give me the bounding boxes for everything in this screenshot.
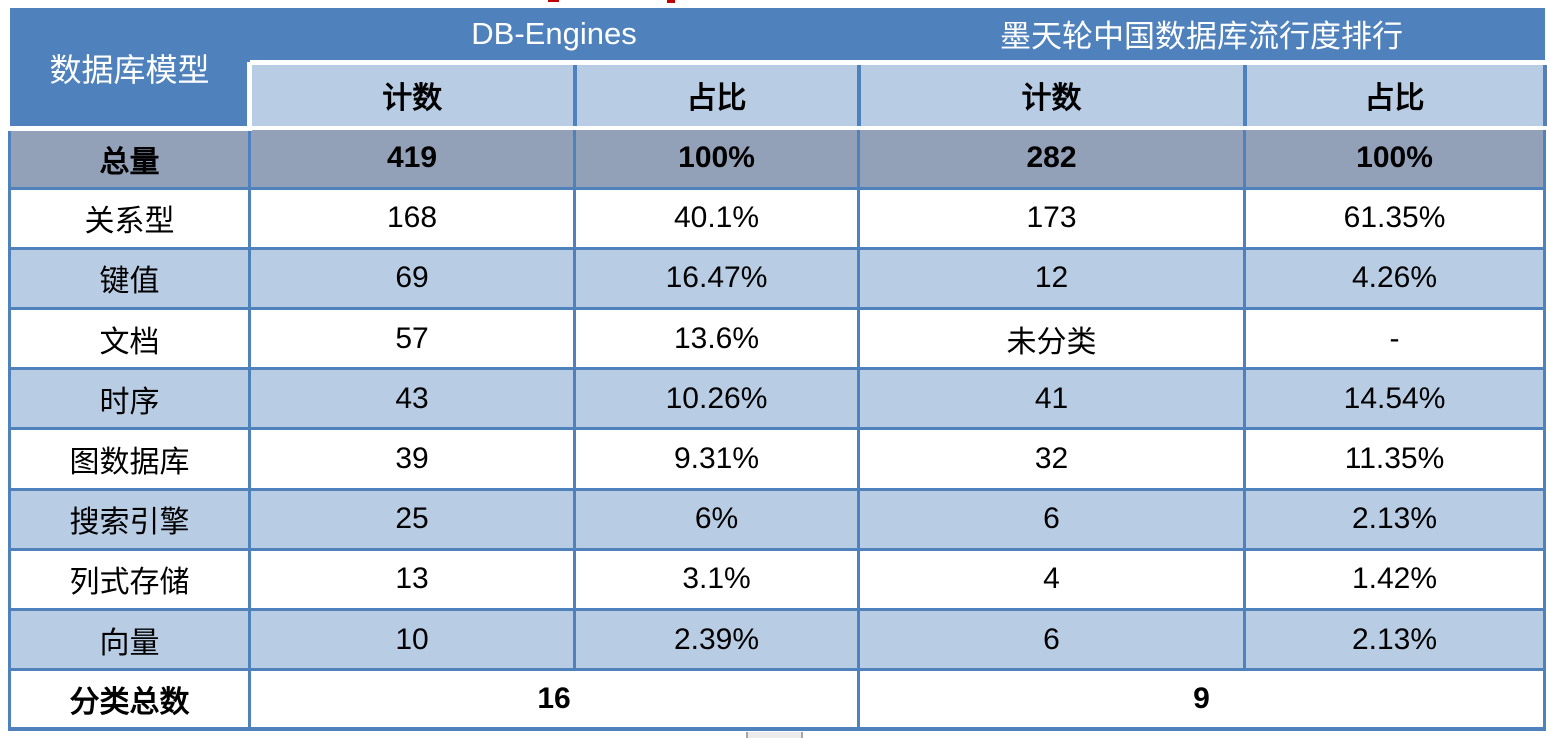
row-label: 向量 [8, 607, 251, 672]
cropped-red-text-artifact [548, 0, 559, 2]
cell-modb-share: 11.35% [1243, 427, 1547, 491]
cell-modb-share: 1.42% [1243, 547, 1547, 612]
cell-modb-count: 41 [857, 367, 1247, 431]
table-row: 时序 43 10.26% 41 14.54% [8, 367, 1547, 431]
cell-dbengines-share: 13.6% [572, 307, 861, 371]
row-label: 图数据库 [8, 427, 251, 491]
table-row-category-total: 分类总数 16 9 [8, 668, 1547, 732]
table-row-total: 总量 419 100% 282 100% [8, 126, 1547, 190]
cell-modb-share: 4.26% [1243, 246, 1547, 311]
cell-dbengines-count: 13 [248, 547, 576, 612]
cell-dbengines-share: 2.39% [572, 607, 861, 672]
table-row: 图数据库 39 9.31% 32 11.35% [8, 427, 1547, 491]
cell-dbengines-count: 43 [248, 367, 576, 431]
cell-modb-count: 6 [857, 607, 1247, 672]
subheader-modb-share: 占比 [1242, 59, 1547, 130]
cell-dbengines-category-count: 16 [247, 668, 861, 732]
database-model-comparison-table: 数据库模型 DB-Engines 墨天轮中国数据库流行度排行 计数 占比 计数 … [8, 8, 1547, 732]
row-label: 键值 [8, 246, 251, 311]
cell-dbengines-share: 40.1% [572, 186, 861, 250]
cell-modb-count: 未分类 [857, 307, 1247, 371]
row-label: 时序 [8, 367, 251, 431]
cell-dbengines-share: 100% [572, 126, 861, 190]
cell-modb-share: - [1243, 307, 1547, 371]
row-label: 搜索引擎 [8, 487, 251, 551]
cell-modb-share: 100% [1243, 126, 1547, 190]
corner-header-cell: 数据库模型 [9, 8, 250, 88]
row-label: 列式存储 [8, 547, 251, 612]
row-label: 关系型 [8, 186, 251, 250]
cell-dbengines-share: 9.31% [572, 427, 861, 491]
group-header-modb-ranking: 墨天轮中国数据库流行度排行 [858, 8, 1545, 65]
table-row: 搜索引擎 25 6% 6 2.13% [8, 487, 1547, 551]
table-row: 列式存储 13 3.1% 4 1.42% [8, 547, 1547, 612]
cell-dbengines-share: 6% [572, 487, 861, 551]
cell-modb-category-count: 9 [857, 668, 1547, 732]
cell-dbengines-count: 69 [248, 246, 576, 311]
cell-dbengines-count: 57 [248, 307, 576, 371]
table-row: 向量 10 2.39% 6 2.13% [8, 607, 1547, 672]
cell-modb-count: 4 [857, 547, 1247, 612]
cell-dbengines-count: 39 [248, 427, 576, 491]
group-header-db-engines: DB-Engines [249, 8, 859, 65]
cropped-red-text-artifact [667, 0, 675, 3]
cell-modb-count: 32 [857, 427, 1247, 491]
cell-modb-count: 12 [857, 246, 1247, 311]
subheader-dbengines-share: 占比 [572, 59, 861, 130]
cell-modb-share: 61.35% [1243, 186, 1547, 250]
cell-modb-share: 2.13% [1243, 487, 1547, 551]
row-label: 总量 [8, 126, 251, 190]
scrollbar-fragment [746, 732, 803, 738]
cell-dbengines-count: 10 [248, 607, 576, 672]
corner-header-spacer [9, 62, 252, 131]
group-header-row: 数据库模型 DB-Engines 墨天轮中国数据库流行度排行 [9, 8, 1545, 88]
cell-dbengines-count: 419 [248, 126, 576, 190]
cell-dbengines-share: 3.1% [572, 547, 861, 612]
cell-modb-count: 282 [857, 126, 1247, 190]
table-row: 文档 57 13.6% 未分类 - [8, 307, 1547, 371]
cell-dbengines-share: 16.47% [572, 246, 861, 311]
cell-modb-count: 173 [857, 186, 1247, 250]
cell-dbengines-share: 10.26% [572, 367, 861, 431]
table-row: 键值 69 16.47% 12 4.26% [8, 246, 1547, 311]
cell-dbengines-count: 25 [248, 487, 576, 551]
cell-dbengines-count: 168 [248, 186, 576, 250]
subheader-dbengines-count: 计数 [247, 59, 577, 130]
corner-header-label: 数据库模型 [49, 52, 210, 88]
subheader-modb-count: 计数 [856, 59, 1247, 130]
table-row: 关系型 168 40.1% 173 61.35% [8, 186, 1547, 250]
subheader-row: 计数 占比 计数 占比 [9, 59, 1547, 131]
row-label: 分类总数 [8, 668, 251, 732]
row-label: 文档 [8, 307, 251, 371]
cell-modb-share: 2.13% [1243, 607, 1547, 672]
cell-modb-share: 14.54% [1243, 367, 1547, 431]
cell-modb-count: 6 [857, 487, 1247, 551]
